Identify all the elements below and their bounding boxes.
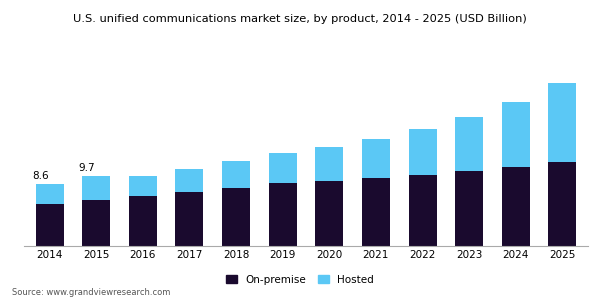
Bar bbox=[222, 161, 250, 188]
Bar bbox=[455, 117, 483, 171]
Bar bbox=[269, 183, 296, 246]
Bar bbox=[82, 176, 110, 200]
Bar bbox=[35, 204, 64, 246]
Bar bbox=[316, 181, 343, 246]
Bar bbox=[502, 102, 530, 167]
Bar bbox=[455, 171, 483, 246]
Bar bbox=[222, 188, 250, 246]
Legend: On-premise, Hosted: On-premise, Hosted bbox=[222, 271, 378, 289]
Bar bbox=[175, 169, 203, 192]
Bar bbox=[409, 175, 437, 246]
Bar bbox=[82, 200, 110, 246]
Text: 8.6: 8.6 bbox=[32, 171, 49, 181]
Text: U.S. unified communications market size, by product, 2014 - 2025 (USD Billion): U.S. unified communications market size,… bbox=[73, 14, 527, 23]
Bar bbox=[316, 147, 343, 181]
Bar bbox=[548, 162, 577, 246]
Bar bbox=[362, 140, 390, 178]
Bar bbox=[269, 153, 296, 183]
Text: Source: www.grandviewresearch.com: Source: www.grandviewresearch.com bbox=[12, 288, 170, 297]
Bar bbox=[548, 82, 577, 162]
Bar bbox=[502, 167, 530, 246]
Bar bbox=[362, 178, 390, 246]
Bar bbox=[129, 176, 157, 196]
Bar bbox=[35, 184, 64, 204]
Bar bbox=[175, 192, 203, 246]
Bar bbox=[129, 196, 157, 246]
Bar bbox=[409, 129, 437, 175]
Text: 9.7: 9.7 bbox=[79, 163, 95, 173]
